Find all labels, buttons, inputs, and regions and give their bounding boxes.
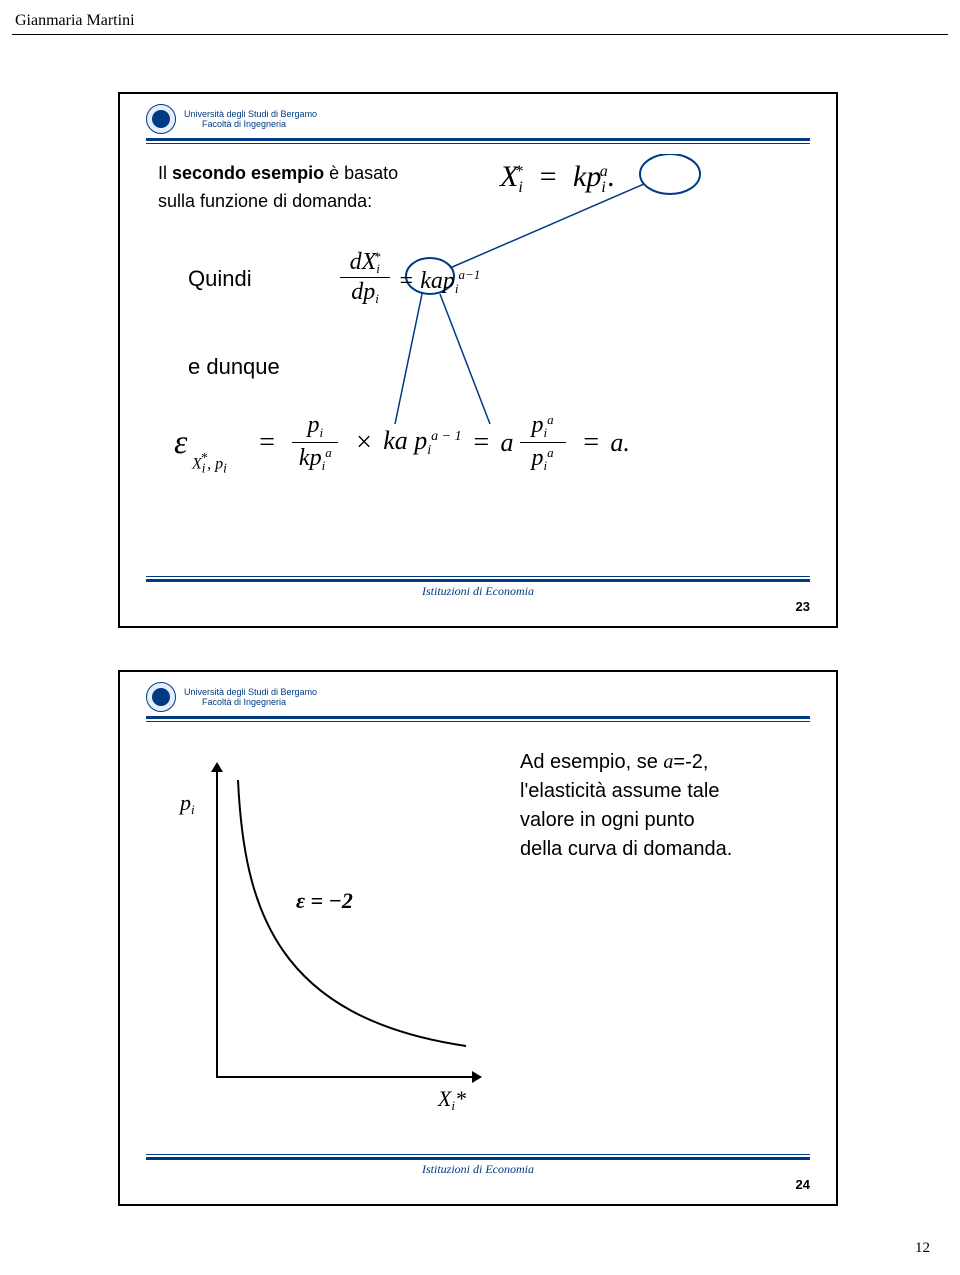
crest-icon (146, 682, 176, 712)
epsilon-value: ε = −2 (296, 888, 353, 914)
x-axis-label: Xi* (438, 1086, 466, 1114)
y-axis-label: pi (180, 790, 195, 818)
footer-text: Istituzioni di Economia (120, 584, 836, 599)
uni-line1: Università degli Studi di Bergamo (184, 109, 317, 119)
slide-number: 24 (796, 1177, 810, 1192)
page-number: 12 (915, 1240, 930, 1257)
derivative-fraction: dXi* dpi (340, 250, 390, 305)
university-header: Università degli Studi di Bergamo Facolt… (146, 682, 317, 712)
slide-23: Università degli Studi di Bergamo Facolt… (118, 92, 838, 628)
crest-icon (146, 104, 176, 134)
quindi-label: Quindi (188, 266, 252, 292)
uni-line2: Facoltà di Ingegneria (184, 697, 317, 707)
uni-line2: Facoltà di Ingegneria (184, 119, 317, 129)
university-text: Università degli Studi di Bergamo Facolt… (184, 687, 317, 708)
slide-24: Università degli Studi di Bergamo Facolt… (118, 670, 838, 1206)
header-rule (12, 34, 948, 35)
slide-number: 23 (796, 599, 810, 614)
uni-line1: Università degli Studi di Bergamo (184, 687, 317, 697)
footer-text: Istituzioni di Economia (120, 1162, 836, 1177)
edunque-label: e dunque (188, 354, 280, 380)
demand-curve-graph: pi ε = −2 Xi* (166, 748, 486, 1108)
top-rule (146, 138, 810, 144)
elasticity-equation: εXi*, pi = pi kpia × ka pia − 1 = a pia … (174, 412, 630, 474)
top-rule (146, 716, 810, 722)
intro-text: Il secondo esempio è basato sulla funzio… (158, 160, 398, 216)
bottom-rule (146, 576, 810, 582)
university-header: Università degli Studi di Bergamo Facolt… (146, 104, 317, 134)
equation-demand: Xi* = kpia. (500, 160, 615, 197)
curve-line (216, 768, 476, 1078)
derivative-rhs: = kapia−1 (398, 267, 480, 297)
description-text: Ad esempio, se a=-2, l'elasticità assume… (520, 748, 796, 864)
bottom-rule (146, 1154, 810, 1160)
university-text: Università degli Studi di Bergamo Facolt… (184, 109, 317, 130)
page-author: Gianmaria Martini (15, 12, 135, 30)
